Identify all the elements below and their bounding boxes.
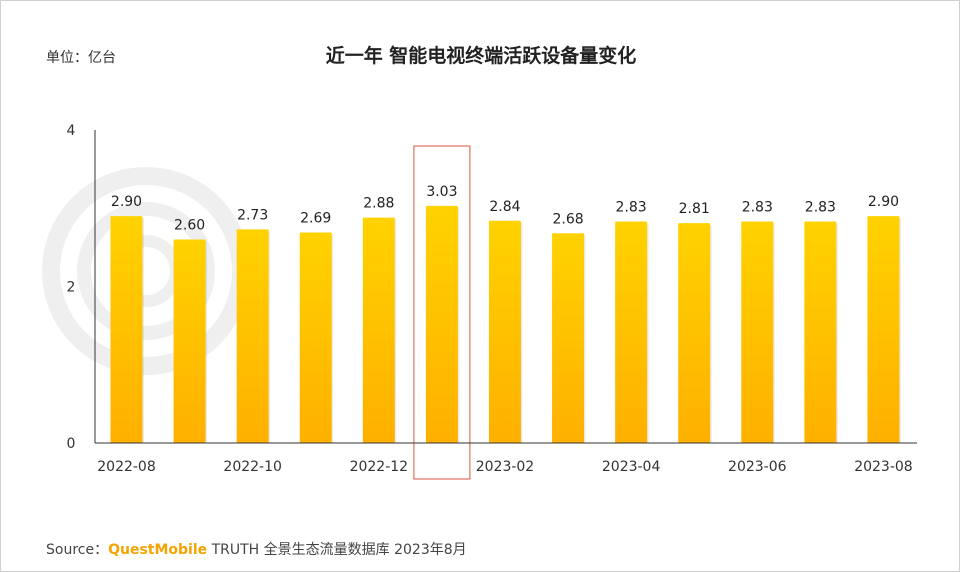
data-label-2023-03: 2.68 [552,211,583,227]
bar-2023-02 [488,220,521,443]
bar-2022-09 [173,239,206,443]
y-tick-label-0: 0 [67,436,76,452]
bar-2023-05 [678,223,711,443]
source-text: TRUTH 全景生态流量数据库 2023年8月 [207,542,467,558]
bar-2023-01 [425,205,458,443]
data-label-2023-06: 2.83 [742,200,773,216]
unit-label: 单位：亿台 [46,50,116,66]
data-label-2022-10: 2.73 [237,207,268,223]
bar-2023-06 [741,221,774,443]
source-brand: QuestMobile [108,542,208,558]
data-label-2023-01: 3.03 [426,184,457,200]
bar-2023-08 [867,216,900,443]
source-prefix: Source： [46,542,109,558]
highlight-box [413,145,471,480]
data-label-2022-11: 2.69 [300,211,331,227]
data-label-2023-07: 2.83 [805,200,836,216]
x-tick-label-2022-12: 2022-12 [350,459,409,475]
data-label-2023-02: 2.84 [489,199,520,215]
watermark-logo [42,167,250,375]
y-tick-label-2: 2 [67,280,76,296]
bar-2022-11 [299,232,332,443]
x-tick-label-2023-02: 2023-02 [476,459,535,475]
data-label-2022-12: 2.88 [363,196,394,212]
chart-title: 近一年 智能电视终端活跃设备量变化 [325,45,637,67]
data-label-2023-04: 2.83 [616,200,647,216]
bar-2022-12 [362,217,395,443]
bar-2023-07 [804,221,837,443]
bar-2022-10 [236,229,269,443]
bar-2023-04 [615,221,648,443]
source-note: Source：QuestMobile TRUTH 全景生态流量数据库 2023年… [46,539,467,559]
bar-2022-08 [110,216,143,443]
x-tick-label-2022-10: 2022-10 [223,459,282,475]
y-tick-label-4: 4 [67,123,76,139]
data-label-2022-08: 2.90 [111,194,142,210]
data-label-2022-09: 2.60 [174,218,205,234]
x-tick-label-2023-04: 2023-04 [602,459,661,475]
x-tick-label-2023-08: 2023-08 [854,459,913,475]
data-label-2023-08: 2.90 [868,194,899,210]
x-tick-label-2023-06: 2023-06 [728,459,787,475]
x-tick-label-2022-08: 2022-08 [97,459,156,475]
data-label-2023-05: 2.81 [679,201,710,217]
bar-2023-03 [552,233,585,443]
